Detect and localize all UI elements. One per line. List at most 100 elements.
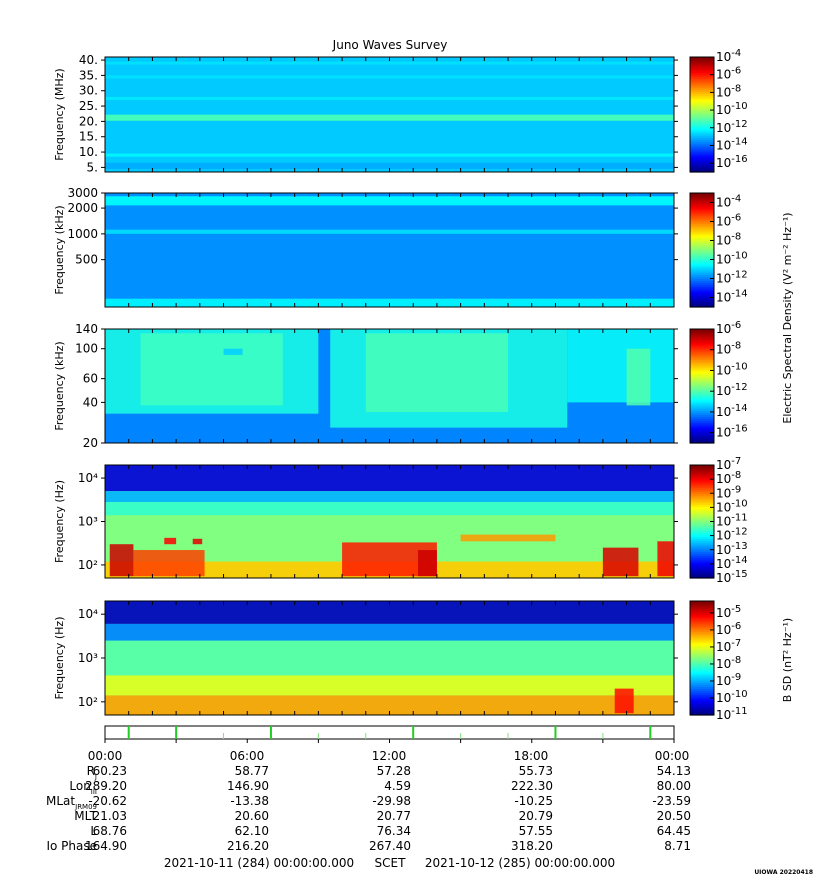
colorbar-cell bbox=[690, 70, 714, 73]
colorbar-cell bbox=[690, 332, 714, 336]
colorbar-cell bbox=[690, 122, 714, 125]
colorbar-cell bbox=[690, 614, 714, 617]
colorbar-cell bbox=[690, 696, 714, 699]
end-scet: 2021-10-12 (285) 00:00:00.000 bbox=[425, 856, 615, 870]
colorbar-cell bbox=[690, 644, 714, 648]
ephemeris-label: Io Phase bbox=[46, 839, 97, 853]
colorbar-cell bbox=[690, 658, 714, 661]
colorbar-cell bbox=[690, 709, 714, 712]
colorbar-cell bbox=[690, 349, 714, 353]
y-axis-label: Frequency (kHz) bbox=[53, 205, 66, 294]
colorbar-cell bbox=[690, 540, 714, 543]
ephemeris-value: 318.20 bbox=[511, 839, 553, 853]
spectrogram-panel-1: 5.10.15. 20.25.30. 35.40. Frequency (MHz) 10… bbox=[53, 48, 748, 174]
colorbar-cell bbox=[690, 397, 714, 400]
colorbar-cell bbox=[690, 353, 714, 357]
colorbar-cell bbox=[690, 412, 714, 416]
colorbar-exponent: -12 bbox=[731, 382, 747, 393]
colorbar-cell bbox=[690, 193, 714, 196]
colorbar-cell bbox=[690, 403, 714, 406]
colorbar-tick-label: 10-10 bbox=[716, 101, 748, 117]
colorbar-cell bbox=[690, 618, 714, 621]
colorbar-cell bbox=[690, 74, 714, 77]
colorbar-frame bbox=[689, 600, 715, 716]
colorbar-cell bbox=[690, 671, 714, 674]
colorbar-cell bbox=[690, 210, 714, 213]
colorbar-exponent: -12 bbox=[731, 119, 747, 130]
colorbar-tick-label: 10-16 bbox=[716, 154, 748, 170]
colorbar-cell bbox=[690, 305, 714, 308]
colorbar-cell bbox=[690, 483, 714, 487]
colorbar-tick-label: 10-11 bbox=[716, 706, 748, 722]
colorbar-cell bbox=[690, 80, 714, 83]
colorbar-frame bbox=[689, 192, 715, 308]
colorbar-cell bbox=[690, 223, 714, 226]
ephemeris-value: 57.28 bbox=[377, 764, 411, 778]
colorbar-cell bbox=[690, 340, 714, 343]
colorbar-exponent: -6 bbox=[731, 213, 741, 224]
colorbar-exponent: -5 bbox=[731, 604, 741, 615]
colorbar-cell bbox=[690, 652, 714, 655]
colorbar-cell bbox=[690, 424, 714, 427]
colorbar-cell bbox=[690, 515, 714, 519]
emission-burst bbox=[140, 333, 283, 406]
colorbar-cell bbox=[690, 253, 714, 257]
colorbar-cell bbox=[690, 145, 714, 148]
colorbar-exponent: -6 bbox=[731, 66, 741, 77]
ephemeris-value: 76.34 bbox=[377, 824, 411, 838]
timeline-frame bbox=[104, 725, 675, 740]
colorbar-cell bbox=[690, 336, 714, 340]
colorbar-cell bbox=[690, 154, 714, 158]
colorbar-cell bbox=[690, 372, 714, 376]
ephemeris-value: 20.50 bbox=[657, 809, 691, 823]
colorbar-cell bbox=[690, 517, 714, 521]
colorbar-cell bbox=[690, 386, 714, 389]
colorbar-cell bbox=[690, 405, 714, 408]
colorbar: 10-4 10-6 10-8 10-10 10-12 10-14 bbox=[689, 192, 748, 308]
y-tick-label: 3000 bbox=[67, 186, 98, 200]
colorbar-cell bbox=[690, 389, 714, 393]
y-tick-label: 140 bbox=[75, 322, 98, 336]
colorbar-cell bbox=[690, 64, 714, 68]
colorbar-cell bbox=[690, 502, 714, 506]
colorbar-cell bbox=[690, 513, 714, 517]
colorbar-cell bbox=[690, 623, 714, 627]
colorbar-cell bbox=[690, 270, 714, 274]
colorbar-cell bbox=[690, 478, 714, 481]
y-tick-label: 30. bbox=[79, 84, 98, 98]
colorbar-cell bbox=[690, 414, 714, 417]
colorbar-cell bbox=[690, 688, 714, 691]
colorbar-cell bbox=[690, 701, 714, 705]
colorbar-cell bbox=[690, 557, 714, 560]
colorbar-cell bbox=[690, 549, 714, 553]
colorbar-exponent: -15 bbox=[731, 569, 747, 580]
colorbar-cell bbox=[690, 288, 714, 291]
colorbar-cell bbox=[690, 93, 714, 96]
colorbar-tick-label: 10-10 bbox=[716, 689, 748, 705]
colorbar-cell bbox=[690, 152, 714, 156]
ephemeris-label: MLat bbox=[46, 794, 75, 808]
colorbar-cell bbox=[690, 690, 714, 693]
colorbar-cell bbox=[690, 656, 714, 659]
colorbar-cell bbox=[690, 81, 714, 85]
colorbar-exponent: -6 bbox=[731, 320, 741, 331]
colorbar-cell bbox=[690, 489, 714, 492]
colorbar-cell bbox=[690, 149, 714, 152]
colorbar-cell bbox=[690, 393, 714, 397]
colorbar-exponent: -10 bbox=[731, 498, 747, 509]
ephemeris-value: 64.45 bbox=[657, 824, 691, 838]
colorbar-cell bbox=[690, 677, 714, 680]
colorbar-cell bbox=[690, 616, 714, 619]
colorbar-cell bbox=[690, 280, 714, 283]
colorbar-cell bbox=[690, 420, 714, 423]
colorbar-cell bbox=[690, 135, 714, 139]
colorbar-cell bbox=[690, 667, 714, 670]
time-label: 00:00 bbox=[88, 749, 123, 763]
colorbar-cell bbox=[690, 659, 714, 663]
y-tick-label: 10⁴ bbox=[78, 607, 98, 621]
colorbar-cell bbox=[690, 512, 714, 515]
colorbar-cell bbox=[690, 274, 714, 278]
y-tick-label: 1000 bbox=[67, 227, 98, 241]
colorbar-cell bbox=[690, 276, 714, 280]
